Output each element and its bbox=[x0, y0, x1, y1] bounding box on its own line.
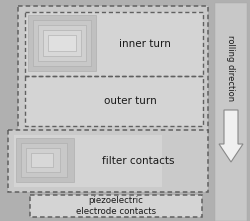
FancyArrow shape bbox=[219, 110, 243, 162]
Bar bbox=[28, 15, 96, 71]
Text: rolling direction: rolling direction bbox=[226, 35, 235, 101]
Bar bbox=[38, 25, 86, 61]
Text: inner turn: inner turn bbox=[119, 39, 171, 49]
Text: outer turn: outer turn bbox=[104, 96, 156, 106]
Bar bbox=[8, 130, 208, 192]
Bar bbox=[26, 148, 60, 172]
Bar bbox=[30, 195, 202, 217]
Bar bbox=[31, 153, 53, 167]
Bar bbox=[25, 12, 203, 76]
Bar bbox=[25, 76, 203, 126]
Bar bbox=[43, 30, 81, 56]
Bar bbox=[16, 138, 74, 182]
Bar bbox=[25, 12, 203, 76]
Bar bbox=[25, 76, 203, 126]
Bar bbox=[33, 20, 91, 66]
Text: filter contacts: filter contacts bbox=[102, 156, 174, 166]
Bar bbox=[48, 35, 76, 51]
Bar bbox=[18, 6, 208, 132]
Bar bbox=[21, 143, 67, 177]
Text: piezoelectric
electrode contacts: piezoelectric electrode contacts bbox=[76, 196, 156, 216]
Bar bbox=[215, 3, 247, 221]
Bar bbox=[14, 135, 162, 187]
